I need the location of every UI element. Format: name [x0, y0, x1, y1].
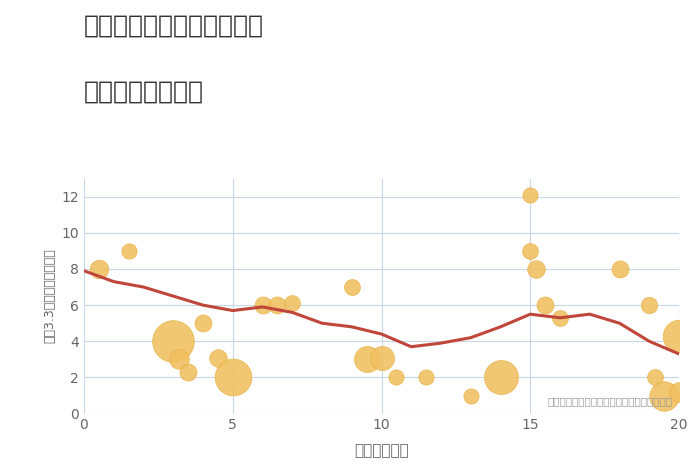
Point	[168, 337, 179, 345]
Point	[525, 247, 536, 255]
Point	[361, 356, 372, 363]
Point	[540, 301, 551, 309]
Point	[197, 320, 209, 327]
Point	[257, 301, 268, 309]
Text: 兵庫県丹波市春日町稲塚の: 兵庫県丹波市春日町稲塚の	[84, 14, 264, 38]
Point	[376, 354, 387, 361]
Point	[421, 374, 432, 381]
Text: 駅距離別土地価格: 駅距離別土地価格	[84, 80, 204, 104]
Point	[123, 247, 134, 255]
X-axis label: 駅距離（分）: 駅距離（分）	[354, 444, 409, 459]
Point	[554, 314, 566, 321]
Point	[391, 374, 402, 381]
Point	[673, 332, 685, 340]
Point	[525, 191, 536, 199]
Point	[465, 392, 476, 399]
Point	[346, 283, 357, 291]
Point	[93, 265, 104, 273]
Point	[287, 299, 298, 307]
Point	[174, 356, 185, 363]
Point	[673, 388, 685, 396]
Point	[659, 392, 670, 399]
Point	[272, 301, 283, 309]
Point	[227, 374, 238, 381]
Point	[212, 354, 223, 361]
Y-axis label: 坪（3.3㎡）単価（万円）: 坪（3.3㎡）単価（万円）	[43, 249, 56, 344]
Point	[644, 301, 655, 309]
Point	[650, 374, 661, 381]
Point	[495, 374, 506, 381]
Point	[531, 265, 542, 273]
Point	[183, 368, 194, 376]
Point	[614, 265, 625, 273]
Text: 円の大きさは、取引のあった物件面積を示す: 円の大きさは、取引のあった物件面積を示す	[547, 397, 672, 407]
